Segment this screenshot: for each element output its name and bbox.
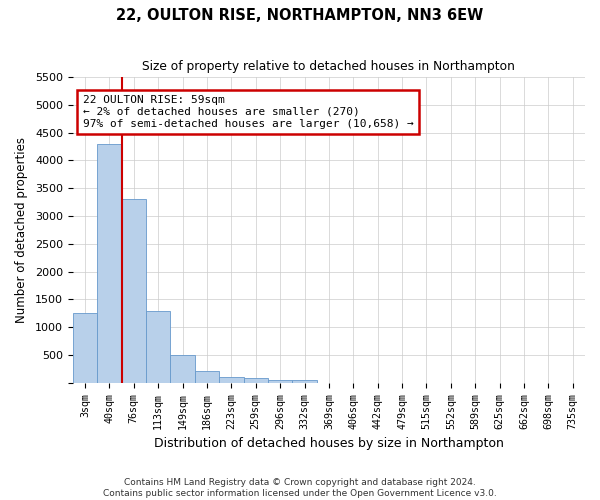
X-axis label: Distribution of detached houses by size in Northampton: Distribution of detached houses by size …	[154, 437, 504, 450]
Text: Contains HM Land Registry data © Crown copyright and database right 2024.
Contai: Contains HM Land Registry data © Crown c…	[103, 478, 497, 498]
Text: 22, OULTON RISE, NORTHAMPTON, NN3 6EW: 22, OULTON RISE, NORTHAMPTON, NN3 6EW	[116, 8, 484, 22]
Bar	[97, 144, 122, 383]
Text: 22 OULTON RISE: 59sqm
← 2% of detached houses are smaller (270)
97% of semi-deta: 22 OULTON RISE: 59sqm ← 2% of detached h…	[83, 96, 414, 128]
Bar	[73, 314, 97, 383]
Bar	[170, 355, 195, 383]
Y-axis label: Number of detached properties: Number of detached properties	[15, 137, 28, 323]
Title: Size of property relative to detached houses in Northampton: Size of property relative to detached ho…	[142, 60, 515, 73]
Bar	[219, 377, 244, 383]
Bar	[146, 310, 170, 383]
Bar	[195, 370, 219, 383]
Bar	[244, 378, 268, 383]
Bar	[122, 200, 146, 383]
Bar	[292, 380, 317, 383]
Bar	[268, 380, 292, 383]
